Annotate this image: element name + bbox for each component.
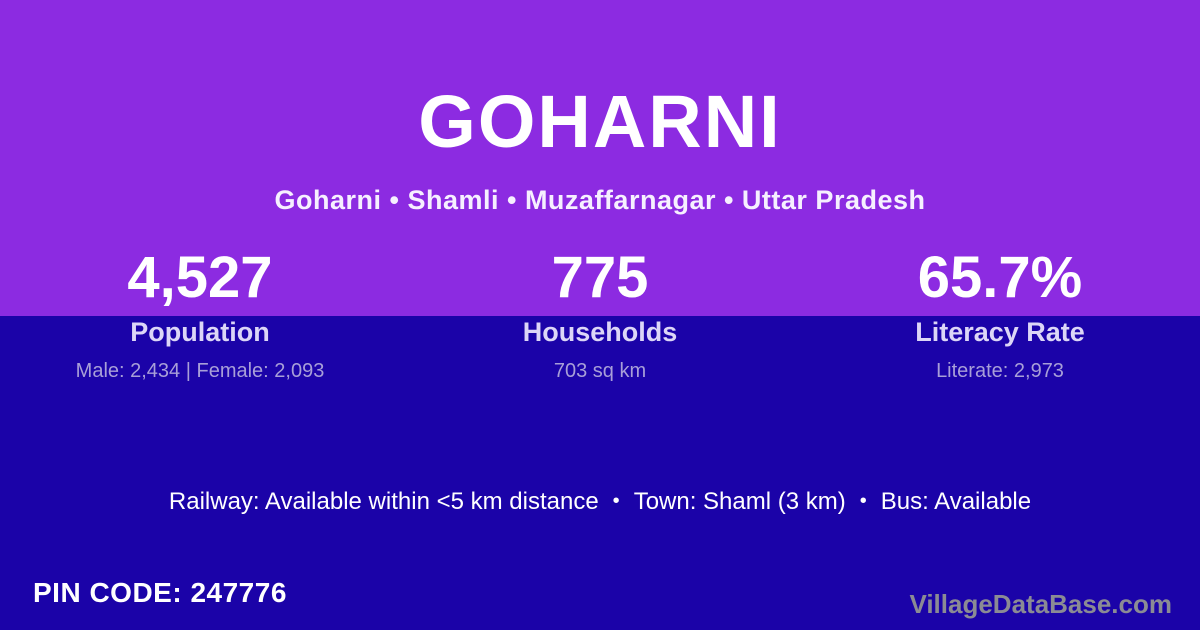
population-detail: Male: 2,434 | Female: 2,093 [75, 360, 325, 382]
households-detail: 703 sq km [553, 360, 647, 382]
watermark-brand: VillageDataBase.com [909, 589, 1172, 619]
stats-row: 4,527 Population Male: 2,434 | Female: 2… [0, 246, 1200, 383]
bullet-separator: • [859, 490, 867, 512]
households-label: Households [522, 317, 678, 347]
literacy-detail: Literate: 2,973 [936, 360, 1064, 382]
literacy-value: 65.7% [917, 245, 1083, 310]
stat-population: 4,527 Population Male: 2,434 | Female: 2… [0, 246, 400, 383]
breadcrumb: Goharni • Shamli • Muzaffarnagar • Uttar… [274, 185, 926, 215]
page-title: GOHARNI [418, 80, 782, 163]
pin-code: PIN CODE: 247776 [33, 577, 287, 608]
railway-info: Railway: Available within <5 km distance [168, 488, 599, 515]
households-value: 775 [551, 245, 649, 310]
town-info: Town: Shaml (3 km) [633, 488, 846, 515]
population-value: 4,527 [127, 245, 273, 310]
stat-households: 775 Households 703 sq km [400, 246, 800, 383]
population-label: Population [130, 317, 270, 347]
transport-info: Railway: Available within <5 km distance… [0, 486, 1200, 517]
top-purple-band [0, 0, 1200, 316]
bus-info: Bus: Available [880, 488, 1032, 515]
literacy-label: Literacy Rate [915, 317, 1085, 347]
bullet-separator: • [612, 490, 620, 512]
stat-literacy-rate: 65.7% Literacy Rate Literate: 2,973 [800, 246, 1200, 383]
